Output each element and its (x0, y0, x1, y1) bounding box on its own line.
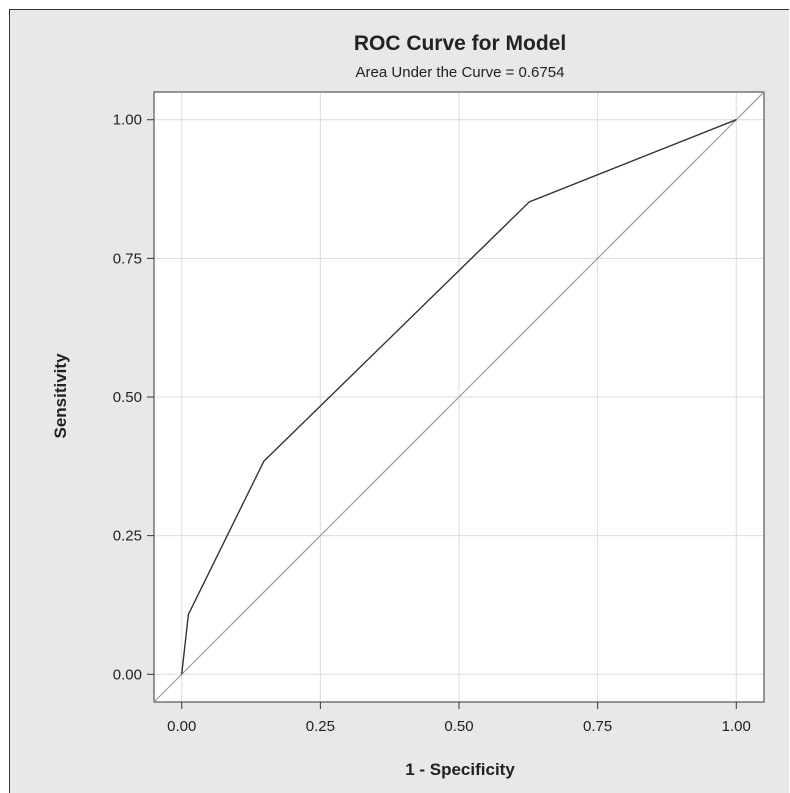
x-axis-label: 1 - Specificity (405, 760, 515, 779)
y-tick-label: 0.75 (113, 250, 142, 267)
y-tick-label: 0.25 (113, 528, 142, 545)
x-tick-label: 0.25 (306, 718, 335, 735)
ticks: 0.00 0.25 0.50 0.75 1.00 0.00 0.25 0.50 0.75 1.00 (113, 112, 751, 735)
x-tick-label: 0.75 (583, 718, 612, 735)
y-tick-label: 0.00 (113, 666, 142, 683)
grid (155, 93, 763, 701)
reference-diagonal-line (153, 91, 765, 703)
chart-subtitle: Area Under the Curve = 0.6754 (356, 64, 565, 81)
x-tick-label: 0.50 (444, 718, 473, 735)
roc-curve-line (181, 119, 737, 675)
x-tick-label: 0.00 (167, 718, 196, 735)
series-layer (153, 91, 765, 703)
y-tick-label: 1.00 (113, 112, 142, 129)
y-axis-label: Sensitivity (51, 353, 70, 439)
chart-title: ROC Curve for Model (354, 32, 566, 55)
y-tick-label: 0.50 (113, 389, 142, 406)
x-tick-label: 1.00 (722, 718, 751, 735)
